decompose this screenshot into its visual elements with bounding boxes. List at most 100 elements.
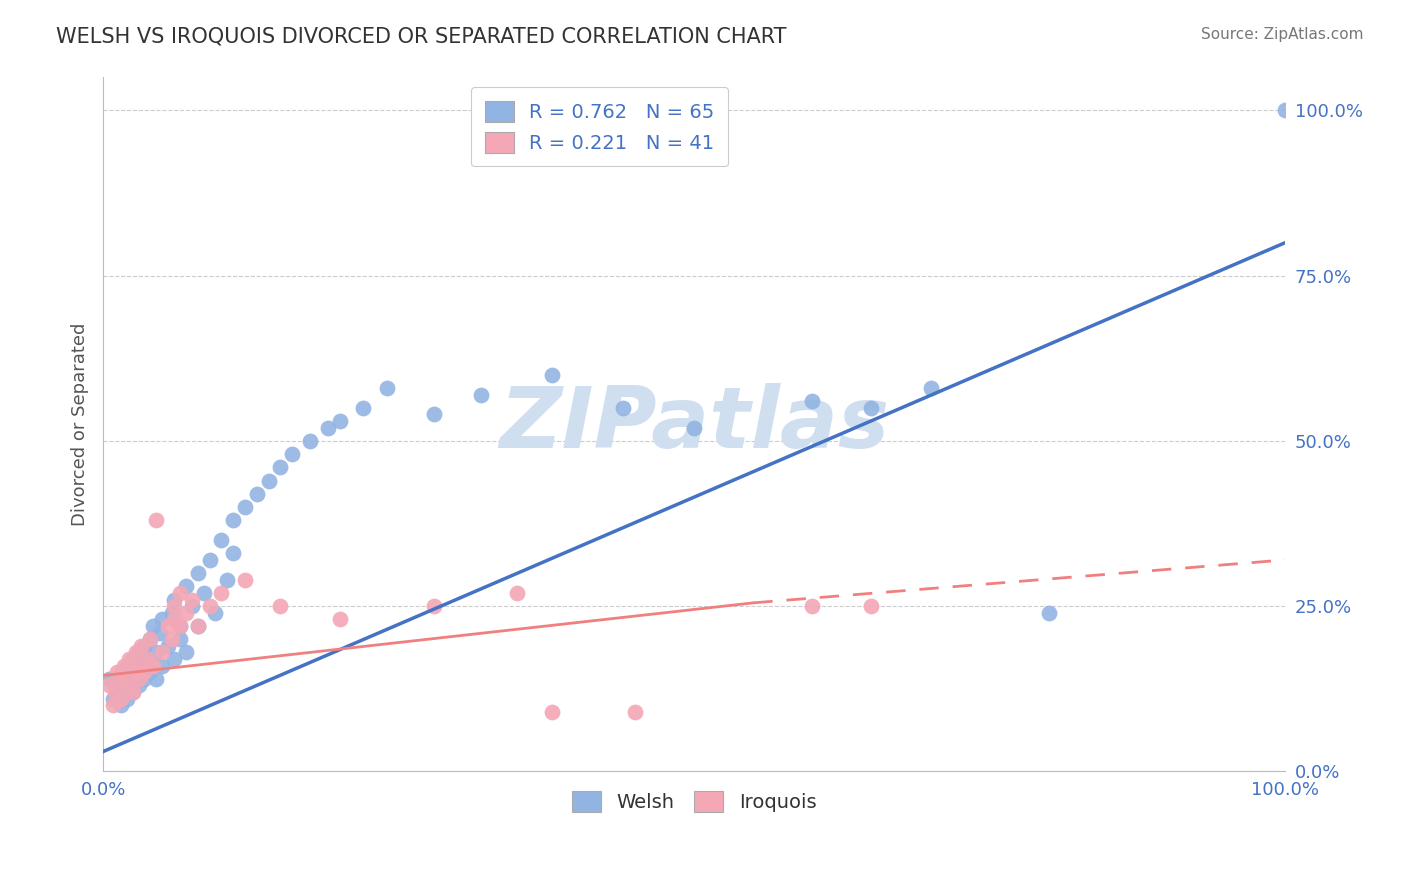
Point [281,447,304,461]
Point [115,691,138,706]
Point [142,619,165,633]
Point [136,652,159,666]
Point [160,632,183,647]
Point [112,678,135,692]
Point [150,612,173,626]
Point [98,678,121,692]
Point [246,487,269,501]
Point [269,599,291,614]
Point [198,553,221,567]
Point [105,685,128,699]
Point [470,387,492,401]
Point [298,434,321,448]
Point [110,691,132,706]
Point [115,678,138,692]
Point [860,599,883,614]
Point [136,652,159,666]
Point [174,645,197,659]
Point [101,698,124,713]
Point [139,632,162,647]
Point [174,579,197,593]
Point [145,645,167,659]
Point [1038,606,1060,620]
Text: WELSH VS IROQUOIS DIVORCED OR SEPARATED CORRELATION CHART: WELSH VS IROQUOIS DIVORCED OR SEPARATED … [56,27,787,46]
Point [209,533,232,547]
Point [1274,103,1296,118]
Point [328,414,350,428]
Point [121,685,143,699]
Point [423,599,446,614]
Point [217,573,239,587]
Point [204,606,226,620]
Point [150,645,173,659]
Point [222,546,245,560]
Point [163,592,186,607]
Point [801,599,824,614]
Point [105,665,128,680]
Point [145,672,167,686]
Point [98,672,121,686]
Point [129,658,152,673]
Point [541,368,564,382]
Point [157,619,180,633]
Point [134,639,156,653]
Point [110,698,132,713]
Point [163,599,186,614]
Point [180,592,202,607]
Point [118,652,141,666]
Legend: Welsh, Iroquois: Welsh, Iroquois [560,780,828,824]
Point [683,421,706,435]
Point [375,381,398,395]
Point [169,619,191,633]
Point [174,606,197,620]
Y-axis label: Divorced or Separated: Divorced or Separated [72,323,89,526]
Point [233,500,256,514]
Point [612,401,634,415]
Point [352,401,374,415]
Point [328,612,350,626]
Point [104,678,127,692]
Point [222,513,245,527]
Point [187,619,209,633]
Point [110,672,132,686]
Point [180,599,202,614]
Point [118,672,141,686]
Point [128,658,150,673]
Point [125,665,148,680]
Point [145,513,167,527]
Point [169,632,191,647]
Point [193,586,215,600]
Point [506,586,529,600]
Point [187,619,209,633]
Point [157,639,180,653]
Point [316,421,339,435]
Point [139,665,162,680]
Point [128,645,150,659]
Point [134,665,156,680]
Point [128,678,150,692]
Text: ZIPatlas: ZIPatlas [499,383,889,466]
Point [233,573,256,587]
Point [139,632,162,647]
Point [860,401,883,415]
Point [125,645,148,659]
Point [257,474,280,488]
Point [209,586,232,600]
Point [121,685,143,699]
Point [163,612,186,626]
Point [160,606,183,620]
Point [801,394,824,409]
Point [101,691,124,706]
Point [142,658,165,673]
Text: Source: ZipAtlas.com: Source: ZipAtlas.com [1201,27,1364,42]
Point [269,460,291,475]
Point [104,685,127,699]
Point [149,625,172,640]
Point [169,619,191,633]
Point [115,658,138,673]
Point [198,599,221,614]
Point [128,672,150,686]
Point [121,652,143,666]
Point [423,408,446,422]
Point [134,672,156,686]
